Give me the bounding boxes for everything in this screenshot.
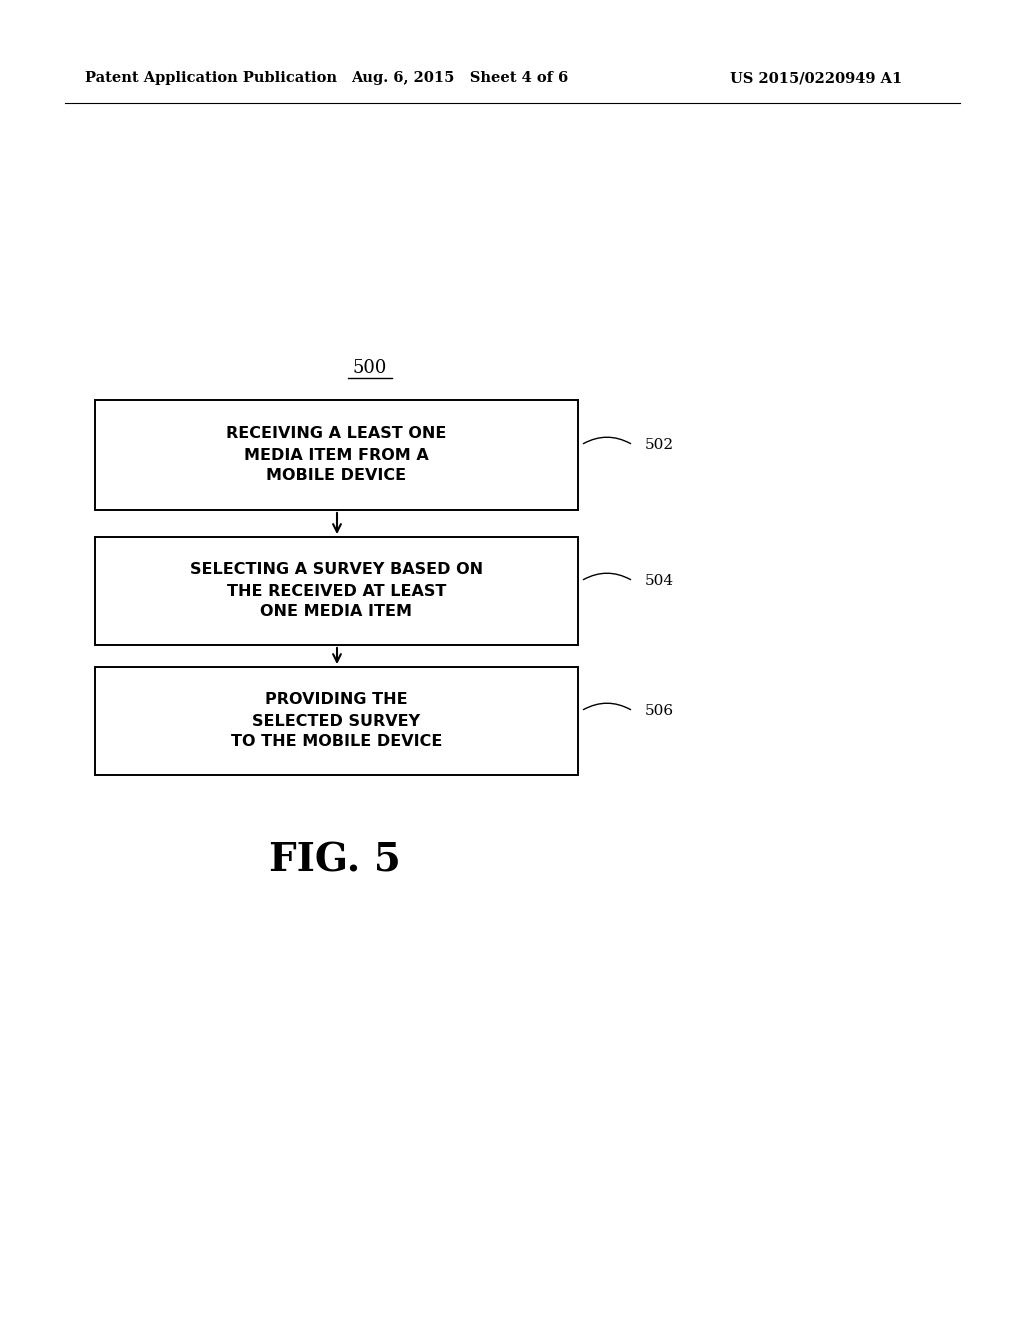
Text: 500: 500 bbox=[353, 359, 387, 378]
Text: 506: 506 bbox=[645, 704, 674, 718]
Bar bbox=[95, 537, 578, 645]
Text: FIG. 5: FIG. 5 bbox=[269, 841, 401, 879]
Text: Aug. 6, 2015   Sheet 4 of 6: Aug. 6, 2015 Sheet 4 of 6 bbox=[351, 71, 568, 84]
Text: US 2015/0220949 A1: US 2015/0220949 A1 bbox=[730, 71, 902, 84]
Bar bbox=[95, 667, 578, 775]
Text: Patent Application Publication: Patent Application Publication bbox=[85, 71, 337, 84]
Text: 504: 504 bbox=[645, 574, 674, 587]
Text: RECEIVING A LEAST ONE
MEDIA ITEM FROM A
MOBILE DEVICE: RECEIVING A LEAST ONE MEDIA ITEM FROM A … bbox=[226, 426, 446, 483]
Text: SELECTING A SURVEY BASED ON
THE RECEIVED AT LEAST
ONE MEDIA ITEM: SELECTING A SURVEY BASED ON THE RECEIVED… bbox=[189, 562, 483, 619]
Text: 502: 502 bbox=[645, 438, 674, 451]
Bar bbox=[95, 400, 578, 510]
Text: PROVIDING THE
SELECTED SURVEY
TO THE MOBILE DEVICE: PROVIDING THE SELECTED SURVEY TO THE MOB… bbox=[230, 693, 442, 750]
